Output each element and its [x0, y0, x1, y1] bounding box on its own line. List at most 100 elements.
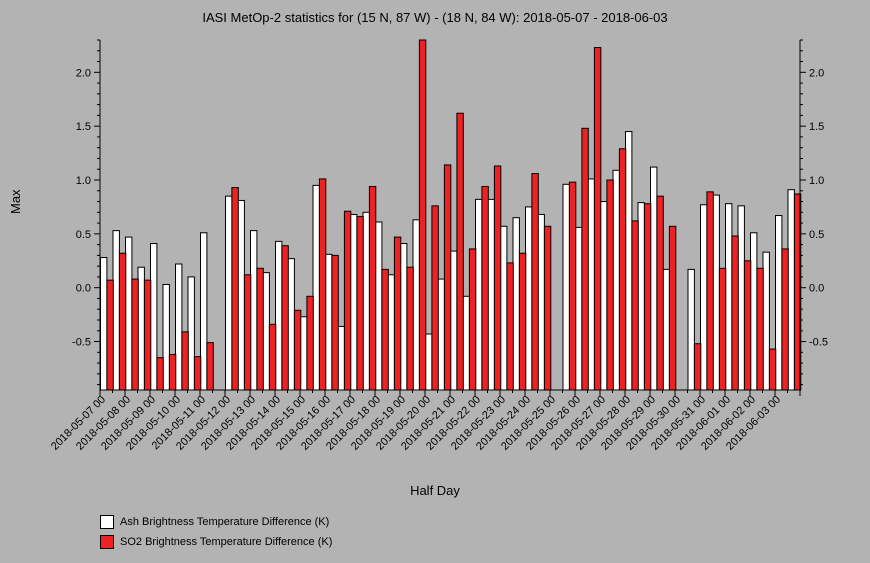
ash-bar — [775, 215, 783, 391]
ash-bar — [287, 258, 295, 391]
so2-bar — [668, 225, 677, 391]
ash-bar — [200, 232, 208, 391]
so2-bar — [606, 179, 614, 391]
legend-item-ash: Ash Brightness Temperature Difference (K… — [100, 512, 332, 532]
ash-bar — [237, 199, 245, 391]
ash-bar — [325, 253, 333, 391]
so2-bar — [243, 274, 252, 391]
x-axis-label: Half Day — [410, 483, 460, 498]
so2-bar — [168, 353, 177, 391]
ash-bar — [362, 211, 370, 391]
ash-bar — [137, 266, 145, 391]
y-tick-label-left: 0.0 — [76, 283, 91, 295]
so2-bar — [756, 267, 764, 391]
legend: Ash Brightness Temperature Difference (K… — [100, 512, 332, 552]
ash-bar — [525, 206, 533, 391]
so2-bar — [393, 236, 402, 391]
ash-bar — [450, 250, 458, 391]
ash-bar — [375, 221, 383, 391]
so2-bar — [743, 260, 752, 391]
ash-bar — [225, 195, 233, 391]
chart-title: IASI MetOp-2 statistics for (15 N, 87 W)… — [202, 10, 668, 25]
ash-bar — [412, 219, 420, 391]
ash-bar — [637, 202, 645, 391]
so2-bar — [156, 357, 164, 391]
ash-bar — [512, 217, 520, 391]
ash-bar — [750, 232, 758, 391]
y-tick-label-right: 2.0 — [809, 67, 824, 79]
y-tick-label-right: 1.5 — [809, 121, 824, 133]
so2-bar — [406, 266, 414, 391]
so2-bar — [481, 185, 489, 391]
ash-bar — [712, 194, 720, 391]
ash-bar — [737, 205, 745, 391]
so2-bar — [731, 235, 739, 391]
so2-bar — [181, 331, 189, 391]
so2-bar — [643, 203, 652, 391]
y-tick-label-left: 0.5 — [76, 229, 91, 241]
y-tick-label-right: 0.5 — [809, 229, 824, 241]
ash-bar — [312, 184, 320, 391]
so2-bar — [593, 47, 602, 391]
legend-label-so2: SO2 Brightness Temperature Difference (K… — [120, 536, 333, 548]
so2-bar — [518, 252, 527, 391]
so2-bar — [418, 39, 427, 391]
ash-bar — [762, 251, 770, 391]
so2-bar — [781, 248, 789, 391]
so2-bar — [256, 267, 264, 391]
ash-bar — [487, 198, 495, 391]
y-tick-label-right: 1.0 — [809, 175, 824, 187]
so2-bar — [493, 165, 502, 391]
ash-bar — [262, 272, 270, 391]
ash-bar — [725, 203, 733, 391]
so2-bar — [318, 178, 327, 391]
so2-bar — [531, 173, 539, 391]
ash-bar — [475, 198, 483, 391]
ash-bar — [187, 276, 195, 391]
so2-bar — [106, 279, 114, 391]
ash-bar — [300, 316, 308, 391]
ash-bar — [250, 230, 258, 391]
ash-bar — [400, 243, 408, 391]
so2-bar — [631, 220, 639, 391]
so2-bar — [568, 181, 577, 391]
so2-bar — [118, 252, 127, 391]
ash-bar — [275, 240, 283, 391]
so2-bar — [131, 278, 139, 391]
so2-bar — [543, 225, 552, 391]
so2-bar — [193, 356, 202, 391]
ash-bar — [162, 283, 170, 391]
ash-bar — [650, 166, 658, 391]
so2-bar — [706, 191, 714, 391]
ash-bar — [387, 274, 395, 391]
so2-bar — [468, 248, 477, 391]
so2-bar — [343, 210, 352, 391]
so2-bar — [293, 309, 302, 391]
so2-bar — [143, 279, 152, 391]
y-tick-label-left: 2.0 — [76, 67, 91, 79]
y-tick-label-left: -0.5 — [72, 337, 91, 349]
ash-bar — [687, 268, 695, 391]
so2-bar — [206, 342, 214, 391]
so2-bar — [381, 268, 389, 391]
ash-bar — [787, 189, 795, 391]
ash-bar — [587, 178, 595, 391]
so2-bar — [443, 164, 452, 391]
so2-bar — [368, 185, 377, 391]
ash-bar — [125, 236, 133, 391]
ash-bar — [150, 243, 158, 391]
ash-bar — [112, 230, 120, 391]
ash-bar — [625, 131, 633, 391]
ash-bar — [700, 204, 708, 391]
ash-bar — [575, 226, 583, 391]
y-tick-label-right: -0.5 — [809, 337, 828, 349]
ash-bar — [425, 333, 433, 391]
ash-bar — [437, 278, 445, 391]
ash-bar — [100, 257, 108, 391]
ash-bar — [537, 213, 545, 391]
y-tick-label-right: 0.0 — [809, 283, 824, 295]
so2-bar — [431, 205, 439, 391]
so2-bar — [718, 267, 727, 391]
so2-bar — [331, 254, 339, 391]
